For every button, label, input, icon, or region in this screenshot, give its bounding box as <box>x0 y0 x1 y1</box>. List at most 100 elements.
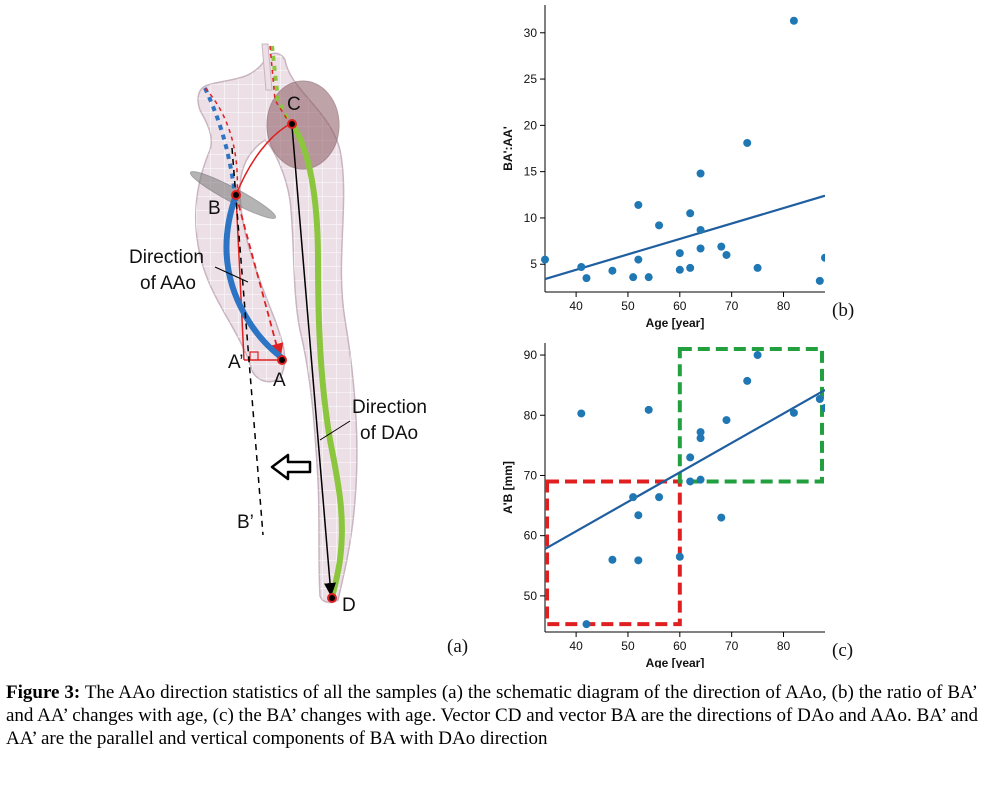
data-point-c <box>686 477 695 486</box>
label-b-prime: B’ <box>237 512 254 533</box>
data-point-b <box>634 200 643 209</box>
data-point-c <box>722 416 731 425</box>
label-a: A <box>273 370 286 391</box>
data-point-c <box>629 493 638 502</box>
label-b: B <box>208 198 221 219</box>
highlight-box-red <box>545 479 682 627</box>
x-axis-label-b: Age [year] <box>646 316 705 330</box>
aao-centerline-dashed <box>203 87 237 196</box>
data-point-b <box>815 276 824 285</box>
red-dashed-top <box>269 45 291 125</box>
dao-curve <box>289 121 345 601</box>
y-tick-label-b: 5 <box>530 257 537 271</box>
chart-ratio-vs-age: 40 50 60 70 80 5 10 15 20 25 30 Age [year] BA':AA' <box>501 5 825 330</box>
x-tick-label-b: 40 <box>569 299 583 313</box>
data-point-c <box>608 555 617 564</box>
data-point-b <box>789 16 798 25</box>
data-point-b <box>577 263 586 272</box>
label-c: C <box>287 94 301 115</box>
data-point-c <box>634 511 643 520</box>
data-point-b <box>634 255 643 264</box>
fit-line-c <box>544 389 825 550</box>
x-axis-label-c: Age [year] <box>646 656 705 668</box>
data-point-b <box>696 225 705 234</box>
plane-c-disc <box>266 80 340 170</box>
data-point-c <box>743 376 752 385</box>
dao-direction-dashed <box>231 147 264 536</box>
data-point-c <box>717 513 726 522</box>
data-point-b <box>582 274 591 283</box>
panel-label-b: (b) <box>832 300 855 321</box>
x-tick-label-c: 80 <box>777 639 791 653</box>
data-point-c <box>634 556 643 565</box>
data-point-c <box>696 428 705 437</box>
data-point-b <box>743 138 752 147</box>
x-tick-label-c: 40 <box>569 639 583 653</box>
x-tick-label-b: 60 <box>673 299 687 313</box>
y-tick-label-b: 15 <box>524 165 538 179</box>
x-tick-label-b: 80 <box>777 299 791 313</box>
data-point-b <box>753 263 762 272</box>
data-point-c <box>675 552 684 561</box>
figure-3: C B A A’ B’ D Direction of AAo Direction… <box>129 5 855 668</box>
aao-curve <box>223 192 285 361</box>
point-a <box>277 355 287 365</box>
data-point-b <box>696 169 705 178</box>
aao-leader-line <box>214 266 249 283</box>
panel-label-c: (c) <box>832 640 854 661</box>
y-tick-label-c: 70 <box>524 468 538 482</box>
caption-label: Figure 3: <box>6 682 81 703</box>
data-point-c <box>655 493 664 502</box>
x-tick-label-c: 70 <box>725 639 739 653</box>
caption-text: The AAo direction statistics of all the … <box>6 682 978 749</box>
chart-apb-vs-age: 40 50 60 70 80 50 60 70 80 90 Age [year] A'B [mm] <box>501 343 825 668</box>
y-tick-label-c: 60 <box>524 529 538 543</box>
y-axis-label-c: A'B [mm] <box>501 461 515 514</box>
label-direction-dao-line1: Direction <box>352 397 427 418</box>
y-tick-label-c: 80 <box>524 408 538 422</box>
y-tick-label-b: 30 <box>524 26 538 40</box>
data-point-b <box>696 244 705 253</box>
data-point-b <box>675 249 684 258</box>
label-d: D <box>342 595 356 616</box>
data-point-c <box>582 620 591 629</box>
y-tick-label-b: 10 <box>524 211 538 225</box>
data-point-c <box>815 394 824 403</box>
vector-ba <box>235 194 284 360</box>
right-angle-marker <box>249 351 259 360</box>
data-point-b <box>722 250 731 259</box>
data-point-b <box>717 242 726 251</box>
label-direction-dao-line2: of DAo <box>360 423 418 444</box>
data-point-c <box>696 475 705 484</box>
dao-centerline-dashed <box>270 45 292 125</box>
hollow-arrow-icon <box>270 453 312 481</box>
data-point-c <box>577 409 586 418</box>
data-point-b <box>675 265 684 274</box>
data-point-b <box>655 221 664 230</box>
data-point-b <box>629 273 638 282</box>
data-point-b <box>608 266 617 275</box>
x-tick-label-c: 60 <box>673 639 687 653</box>
y-tick-label-b: 25 <box>524 72 538 86</box>
x-tick-label-c: 50 <box>621 639 635 653</box>
x-tick-label-b: 70 <box>725 299 739 313</box>
data-point-b <box>644 273 653 282</box>
data-point-b <box>686 263 695 272</box>
data-point-c <box>644 405 653 414</box>
label-direction-aao-line2: of AAo <box>140 273 196 294</box>
point-b <box>231 190 241 200</box>
data-point-b <box>821 253 825 262</box>
data-point-c <box>753 351 762 360</box>
dao-leader-line <box>319 420 351 441</box>
label-a-prime: A’ <box>228 352 243 373</box>
fit-line-b <box>544 194 825 281</box>
figure-caption: Figure 3: The AAo direction statistics o… <box>6 681 978 750</box>
data-point-c <box>696 434 705 443</box>
data-point-c <box>686 453 695 462</box>
y-axis-label-b: BA':AA' <box>501 126 515 171</box>
data-point-b <box>541 255 549 264</box>
y-tick-label-c: 50 <box>524 589 538 603</box>
x-tick-label-b: 50 <box>621 299 635 313</box>
label-direction-aao-line1: Direction <box>129 247 204 268</box>
vector-cd <box>291 125 336 597</box>
